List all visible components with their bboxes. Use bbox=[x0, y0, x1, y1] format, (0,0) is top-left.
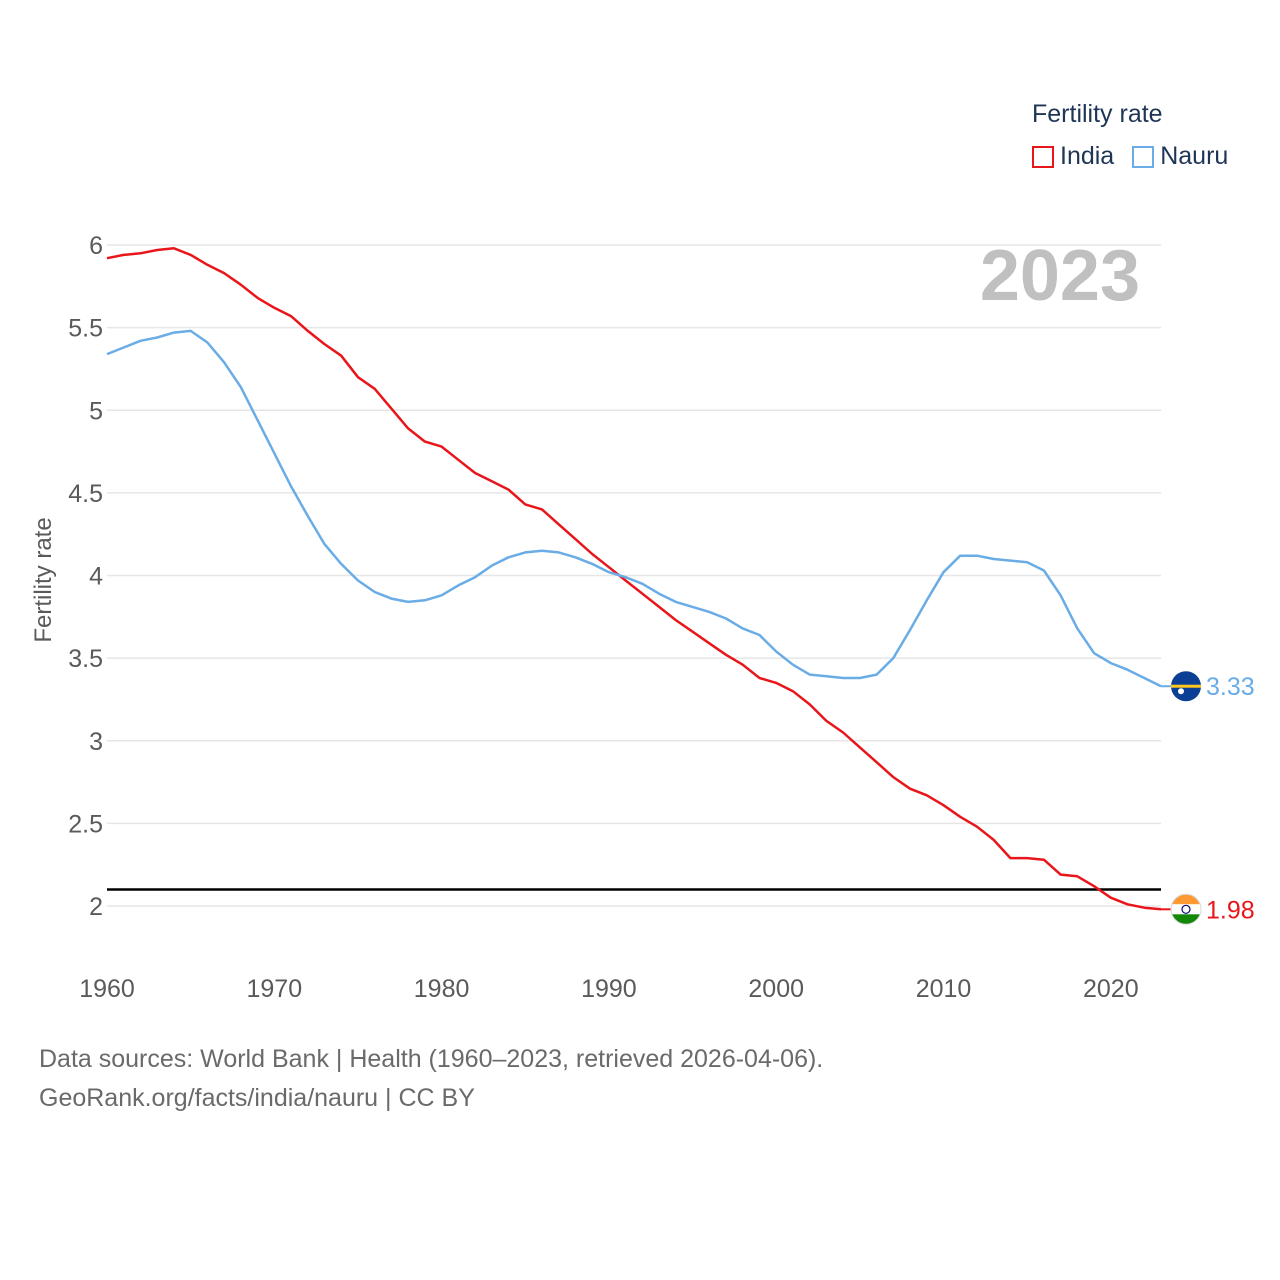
flag-india-icon bbox=[1170, 893, 1202, 925]
y-axis-ticks: 2 2.5 3 3.5 4 4.5 5 5.5 6 bbox=[68, 232, 103, 921]
x-axis-ticks: 1960 1970 1980 1990 2000 2010 2020 bbox=[79, 975, 1138, 1003]
legend-label-nauru: Nauru bbox=[1160, 142, 1229, 170]
x-tick-label: 2000 bbox=[748, 975, 804, 1003]
y-tick-label: 6 bbox=[89, 232, 103, 260]
y-tick-label: 4 bbox=[89, 563, 103, 591]
y-axis-label: Fertility rate bbox=[30, 517, 57, 642]
footer-sources: Data sources: World Bank | Health (1960–… bbox=[39, 1045, 824, 1073]
end-value-label-india: 1.98 bbox=[1206, 896, 1255, 924]
series-line-india bbox=[106, 247, 1162, 911]
year-label: 2023 bbox=[980, 236, 1140, 316]
y-tick-label: 3 bbox=[89, 728, 103, 756]
y-tick-label: 5.5 bbox=[68, 315, 103, 343]
x-tick-label: 1990 bbox=[581, 975, 637, 1003]
legend-title: Fertility rate bbox=[1032, 100, 1163, 128]
flag-nauru-icon bbox=[1171, 671, 1201, 702]
legend: India Nauru bbox=[1032, 142, 1228, 171]
x-tick-label: 2020 bbox=[1083, 975, 1139, 1003]
y-tick-label: 2 bbox=[89, 893, 103, 921]
x-tick-label: 2010 bbox=[916, 975, 972, 1003]
legend-label-india: India bbox=[1060, 142, 1115, 170]
legend-swatch-india bbox=[1032, 145, 1054, 168]
series-line-nauru bbox=[106, 329, 1162, 688]
legend-item-india[interactable]: India bbox=[1032, 142, 1114, 171]
end-markers: 1.98 3.33 bbox=[1161, 671, 1255, 925]
y-tick-label: 4.5 bbox=[68, 480, 103, 508]
x-tick-label: 1980 bbox=[414, 975, 470, 1003]
footer-attribution: GeoRank.org/facts/india/nauru | CC BY bbox=[39, 1084, 475, 1112]
y-tick-label: 2.5 bbox=[68, 810, 103, 838]
y-tick-label: 5 bbox=[89, 397, 103, 425]
x-tick-label: 1970 bbox=[246, 975, 302, 1003]
gridlines bbox=[107, 244, 1161, 907]
legend-item-nauru[interactable]: Nauru bbox=[1132, 142, 1228, 171]
y-tick-label: 3.5 bbox=[68, 645, 103, 673]
legend-swatch-nauru bbox=[1132, 145, 1155, 168]
x-tick-label: 1960 bbox=[79, 975, 135, 1003]
end-value-label-nauru: 3.33 bbox=[1206, 673, 1255, 701]
series-lines bbox=[106, 247, 1162, 911]
